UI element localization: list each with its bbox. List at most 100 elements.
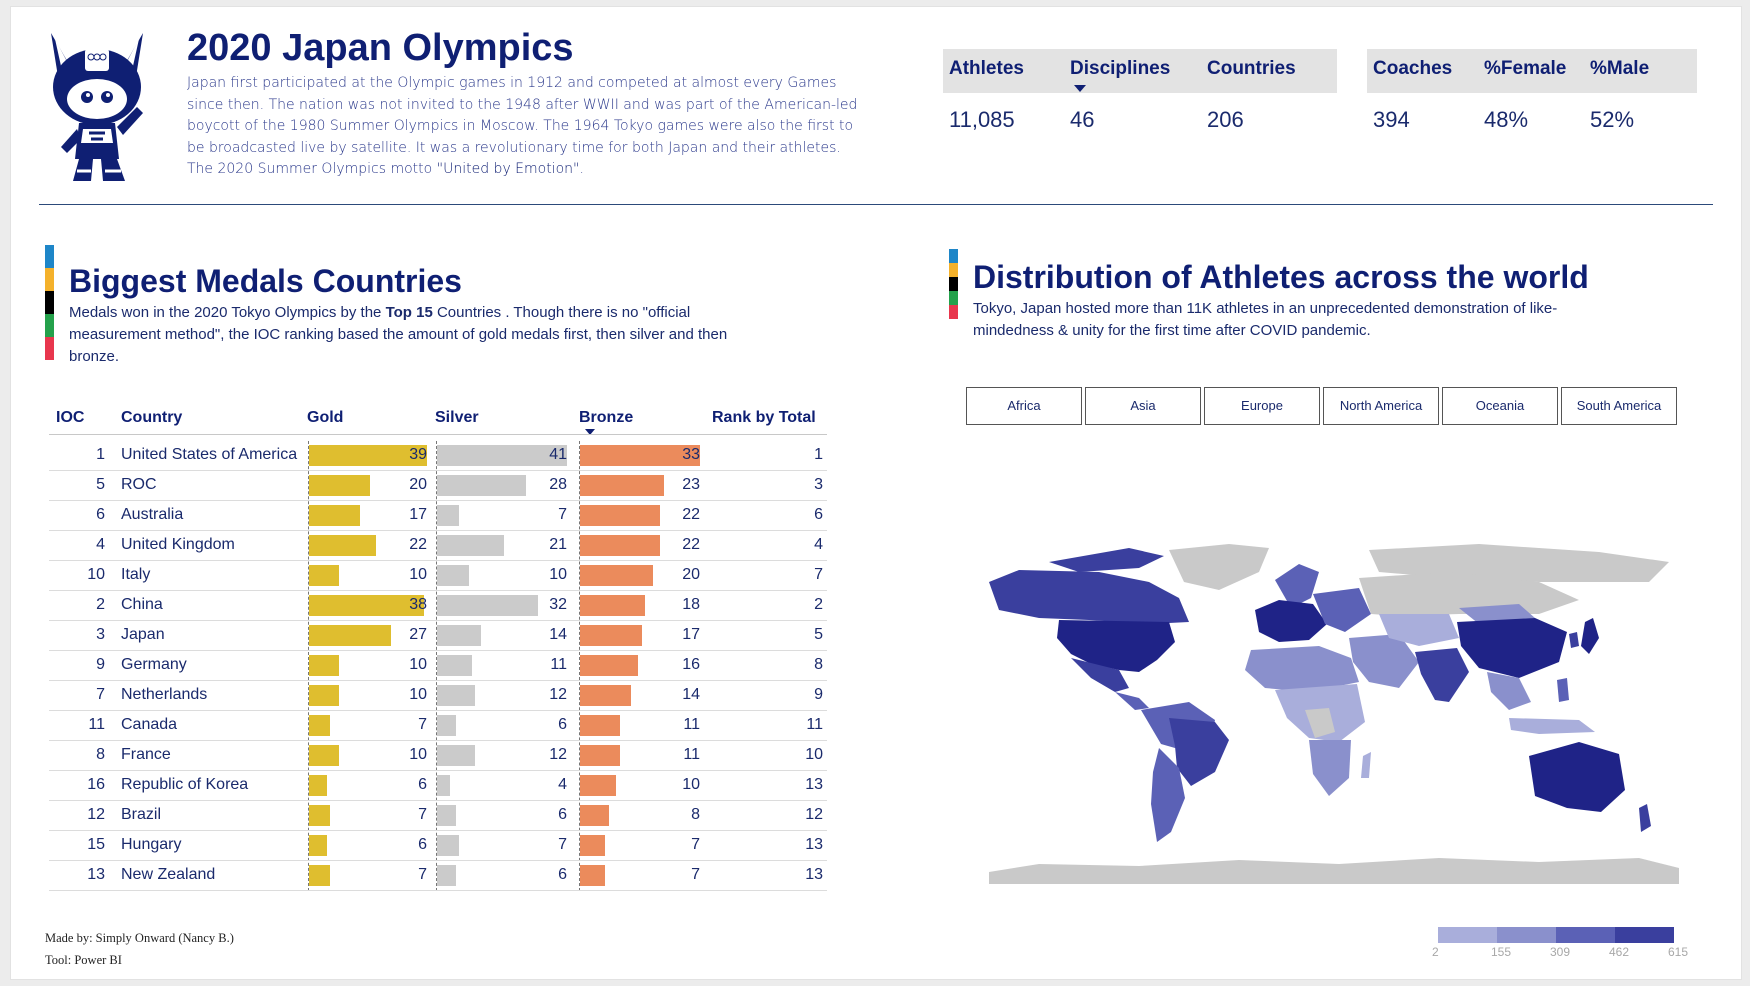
table-row[interactable]: 3 Japan 27 14 17 5 [49, 621, 827, 651]
silver-value: 7 [558, 836, 567, 853]
bronze-bar [580, 805, 610, 826]
sort-desc-icon[interactable] [1074, 85, 1086, 92]
silver-bar [437, 535, 504, 556]
gold-value: 10 [409, 686, 427, 703]
map-region-southeast-asia [1487, 672, 1531, 710]
table-row[interactable]: 12 Brazil 7 6 8 12 [49, 801, 827, 831]
gold-column-axis [308, 441, 309, 891]
silver-column-axis [436, 441, 437, 891]
ioc-cell: 1 [96, 446, 105, 463]
table-row[interactable]: 2 China 38 32 18 2 [49, 591, 827, 621]
table-row[interactable]: 13 New Zealand 7 6 7 13 [49, 861, 827, 891]
medals-desc-bold: Top 15 [385, 304, 433, 321]
table-row[interactable]: 1 United States of America 39 41 33 1 [49, 441, 827, 471]
bronze-value: 14 [682, 686, 700, 703]
medals-desc-after: Countries . Though there is no "official… [69, 304, 728, 365]
col-header-country[interactable]: Country [121, 409, 183, 426]
ioc-cell: 2 [96, 596, 105, 613]
bronze-value: 23 [682, 476, 700, 493]
table-row[interactable]: 6 Australia 17 7 22 6 [49, 501, 827, 531]
legend-label: 615 [1668, 945, 1689, 959]
map-region-korea [1569, 632, 1579, 648]
table-row[interactable]: 9 Germany 10 11 16 8 [49, 651, 827, 681]
bronze-value: 20 [682, 566, 700, 583]
map-region-greenland [1169, 544, 1269, 590]
table-row[interactable]: 5 ROC 20 28 23 3 [49, 471, 827, 501]
table-row[interactable]: 10 Italy 10 10 20 7 [49, 561, 827, 591]
bronze-bar [580, 655, 639, 676]
stripe-segment [45, 314, 54, 337]
kpi-group-athletes-header [943, 49, 1337, 93]
gold-bar [309, 775, 328, 796]
silver-value: 7 [558, 506, 567, 523]
silver-bar [437, 655, 472, 676]
map-region-russia [1359, 572, 1579, 616]
kpi-group-coaches-header [1367, 49, 1697, 93]
map-region-new-zealand [1639, 804, 1651, 832]
ioc-cell: 16 [87, 776, 105, 793]
bronze-bar [580, 535, 660, 556]
table-row[interactable]: 4 United Kingdom 22 21 22 4 [49, 531, 827, 561]
filter-north-america-button[interactable]: North America [1323, 387, 1439, 425]
map-region-indonesia [1509, 718, 1595, 734]
credit-tool: Tool: Power BI [45, 953, 122, 967]
silver-value: 32 [549, 596, 567, 613]
col-header-gold[interactable]: Gold [307, 409, 344, 426]
map-region-southern-africa [1309, 740, 1351, 796]
filter-africa-button[interactable]: Africa [966, 387, 1082, 425]
rank-cell: 2 [814, 596, 823, 613]
rank-cell: 6 [814, 506, 823, 523]
silver-value: 12 [549, 746, 567, 763]
stripe-segment [45, 337, 54, 360]
filter-south-america-button[interactable]: South America [1561, 387, 1677, 425]
legend-swatch [1497, 927, 1556, 943]
medals-desc-before: Medals won in the 2020 Tokyo Olympics by… [69, 304, 386, 321]
kpi-value-disciplines: 46 [1070, 107, 1095, 132]
bronze-value: 10 [682, 776, 700, 793]
silver-value: 12 [549, 686, 567, 703]
country-cell: France [121, 746, 171, 763]
stripe-segment [45, 291, 54, 314]
table-row[interactable]: 16 Republic of Korea 6 4 10 13 [49, 771, 827, 801]
bronze-bar [580, 835, 606, 856]
silver-bar [437, 835, 460, 856]
filter-oceania-button[interactable]: Oceania [1442, 387, 1558, 425]
silver-bar [437, 625, 482, 646]
filter-asia-button[interactable]: Asia [1085, 387, 1201, 425]
rank-cell: 5 [814, 626, 823, 643]
map-region-arctic-islands [1049, 548, 1164, 572]
world-athletes-map[interactable] [979, 542, 1683, 884]
bronze-sort-desc-icon[interactable] [585, 429, 595, 435]
intro-paragraph: Japan first participated at the Olympic … [187, 73, 867, 181]
intro-text: Japan first participated at the Olympic … [187, 75, 858, 177]
stripe-segment [949, 249, 958, 263]
gold-bar [309, 565, 340, 586]
rank-cell: 3 [814, 476, 823, 493]
map-region-south-america-south [1151, 748, 1185, 842]
ioc-cell: 9 [96, 656, 105, 673]
kpi-value-athletes: 11,085 [949, 107, 1015, 132]
gold-value: 6 [418, 776, 427, 793]
col-header-ioc[interactable]: IOC [56, 409, 85, 426]
table-row[interactable]: 7 Netherlands 10 12 14 9 [49, 681, 827, 711]
map-region-china [1457, 618, 1567, 678]
col-header-bronze[interactable]: Bronze [579, 409, 634, 426]
silver-bar [437, 595, 539, 616]
kpi-value-female: 48% [1484, 107, 1529, 132]
silver-bar [437, 805, 457, 826]
table-row[interactable]: 11 Canada 7 6 11 11 [49, 711, 827, 741]
gold-value: 7 [418, 806, 427, 823]
table-row[interactable]: 8 France 10 12 11 10 [49, 741, 827, 771]
gold-bar [309, 625, 391, 646]
rank-cell: 10 [805, 746, 823, 763]
silver-value: 6 [558, 716, 567, 733]
country-cell: Australia [121, 506, 184, 523]
filter-europe-button[interactable]: Europe [1204, 387, 1320, 425]
ioc-cell: 6 [96, 506, 105, 523]
table-row[interactable]: 15 Hungary 6 7 7 13 [49, 831, 827, 861]
map-region-brazil [1169, 718, 1229, 786]
kpi-label-disciplines[interactable]: Disciplines [1070, 58, 1171, 79]
gold-value: 10 [409, 566, 427, 583]
col-header-silver[interactable]: Silver [435, 409, 479, 426]
col-header-rank-by-total[interactable]: Rank by Total [712, 409, 816, 426]
